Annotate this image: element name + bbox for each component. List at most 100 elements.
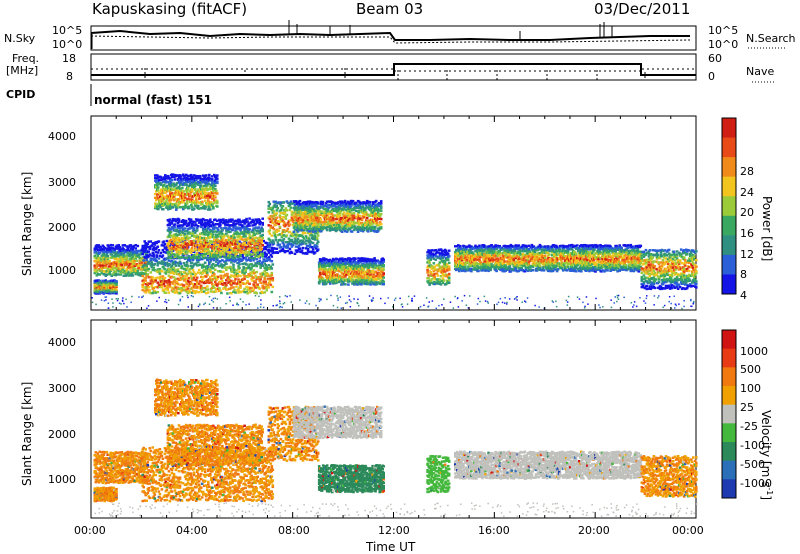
power-data-cell-1692 (248, 273, 251, 276)
power-data-cell-1195 (192, 276, 196, 279)
power-data-cell-1061 (178, 283, 182, 287)
power-data-cell-1797 (260, 263, 263, 266)
power-data-cell-1204 (193, 283, 197, 286)
power-data-cell-1448 (221, 259, 224, 262)
power-data-cell-4872 (459, 244, 462, 248)
power-data-cell-767 (146, 242, 150, 246)
power-data-cell-1868 (268, 267, 272, 271)
power-data-cell-1718 (251, 279, 254, 282)
power-data-cell-1501 (227, 276, 230, 279)
power-data-cell-1857 (267, 286, 271, 289)
power-cbar-20: 20 (740, 206, 754, 219)
power-data-cell-894 (161, 265, 165, 269)
power-data-cell-1239 (197, 285, 201, 289)
freq-unit: [MHz] (6, 64, 39, 77)
power-data-cell-1076 (179, 262, 183, 265)
power-data-cell-782 (148, 247, 152, 251)
power-data-cell-940 (166, 288, 170, 291)
power-data-cell-3 (93, 264, 97, 267)
power-data-cell-1892 (271, 263, 275, 266)
power-data-cell-1590 (237, 278, 240, 281)
power-data-cell-1440 (220, 270, 223, 273)
power-data-cell-1090 (181, 277, 185, 280)
power-data-cell-1628 (241, 262, 244, 266)
power-data-cell-4803 (447, 281, 451, 284)
power-data-cell-2879 (279, 209, 283, 212)
power-data-cell-1704 (249, 259, 252, 262)
power-data-cell-1848 (265, 241, 268, 245)
power-data-cell-2154 (192, 227, 196, 230)
power-data-cell-1215 (194, 262, 198, 265)
power-data-cell-757 (146, 288, 150, 292)
power-data-cell-433 (140, 268, 144, 271)
nave-dips (144, 68, 646, 80)
power-data-cell-1814 (262, 247, 265, 251)
power-data-cell-1247 (198, 280, 202, 283)
power-data-cell-1187 (191, 257, 195, 260)
power-data-cell-3643 (338, 214, 342, 217)
power-data-cell-714 (141, 283, 144, 286)
power-data-cell-704 (115, 288, 118, 291)
power-data-cell-1238 (197, 291, 201, 294)
power-data-cell-60 (99, 246, 103, 249)
nsearch-tick-top: 10^5 (708, 24, 739, 37)
power-data-cell-379 (133, 267, 137, 270)
power-data-cell-1746 (254, 279, 257, 283)
power-data-cell-1052 (177, 287, 181, 291)
power-data-cell-1763 (256, 284, 259, 288)
power-data-cell-631 (107, 280, 110, 283)
power-data-cell-2762 (261, 228, 264, 231)
power-data-cell-385 (134, 269, 138, 273)
power-data-cell-1025 (174, 277, 178, 280)
power-data-cell-2368 (217, 228, 220, 231)
velocity-cbar-m25: -25 (740, 420, 758, 433)
power-data-cell-822 (152, 248, 156, 251)
power-data-cell-2712 (256, 251, 259, 254)
power-data-cell-1820 (263, 270, 266, 273)
power-data-cell-828 (153, 263, 157, 266)
power-data-cell-2773 (267, 211, 271, 214)
power-data-cell-1310 (206, 273, 209, 277)
power-data-cell-1415 (217, 262, 220, 265)
power-data-cell-124 (106, 254, 110, 258)
power-data-cell-374 (132, 251, 136, 255)
power-data-cell-1073 (179, 277, 183, 280)
power-data-cell-359 (131, 271, 135, 274)
power-data-cell-733 (143, 250, 146, 253)
power-data-cell-1345 (210, 290, 213, 293)
power-data-cell-347 (130, 272, 134, 276)
power-cbar-28: 28 (740, 165, 754, 178)
power-data-cell-160 (110, 253, 114, 256)
power-data-cell-1116 (184, 288, 188, 291)
power-data-cell-2264 (205, 239, 209, 243)
power-data-cell-362 (131, 265, 135, 268)
power-data-cell-891 (161, 281, 165, 284)
power-data-cell-769 (147, 286, 151, 289)
power-data-cell-232 (118, 261, 122, 264)
power-data-cell-1183 (191, 272, 195, 276)
station-title: Kapuskasing (fitACF) (92, 0, 248, 18)
nsky-spikes (91, 20, 613, 49)
power-data-cell-1530 (230, 279, 233, 283)
power-data-cell-1257 (199, 275, 203, 279)
power-data-cell-755 (145, 245, 148, 248)
power-data-cell-870 (158, 278, 162, 281)
power-data-cell-1882 (270, 274, 274, 277)
power-data-cell-1141 (186, 258, 190, 262)
power-data-cell-4007 (379, 223, 383, 226)
power-data-cell-1212 (194, 285, 198, 288)
power-data-cell-1885 (270, 260, 274, 263)
power-data-cell-1672 (246, 292, 249, 295)
power-data-cell-2191 (197, 253, 201, 257)
velocity-cbar-m100: -100 (740, 439, 765, 452)
power-data-cell-876 (159, 282, 163, 285)
power-data-cell-1329 (208, 281, 211, 284)
power-data-cell-4613 (382, 268, 385, 271)
power-data-cell-1445 (221, 279, 224, 283)
power-data-cell-1308 (206, 285, 209, 288)
power-data-cell-1321 (207, 288, 210, 291)
power-data-cell-1553 (233, 288, 236, 292)
power-cbar-16: 16 (740, 227, 754, 240)
power-data-cell-1681 (247, 286, 250, 289)
power-data-cell-1455 (222, 270, 225, 273)
